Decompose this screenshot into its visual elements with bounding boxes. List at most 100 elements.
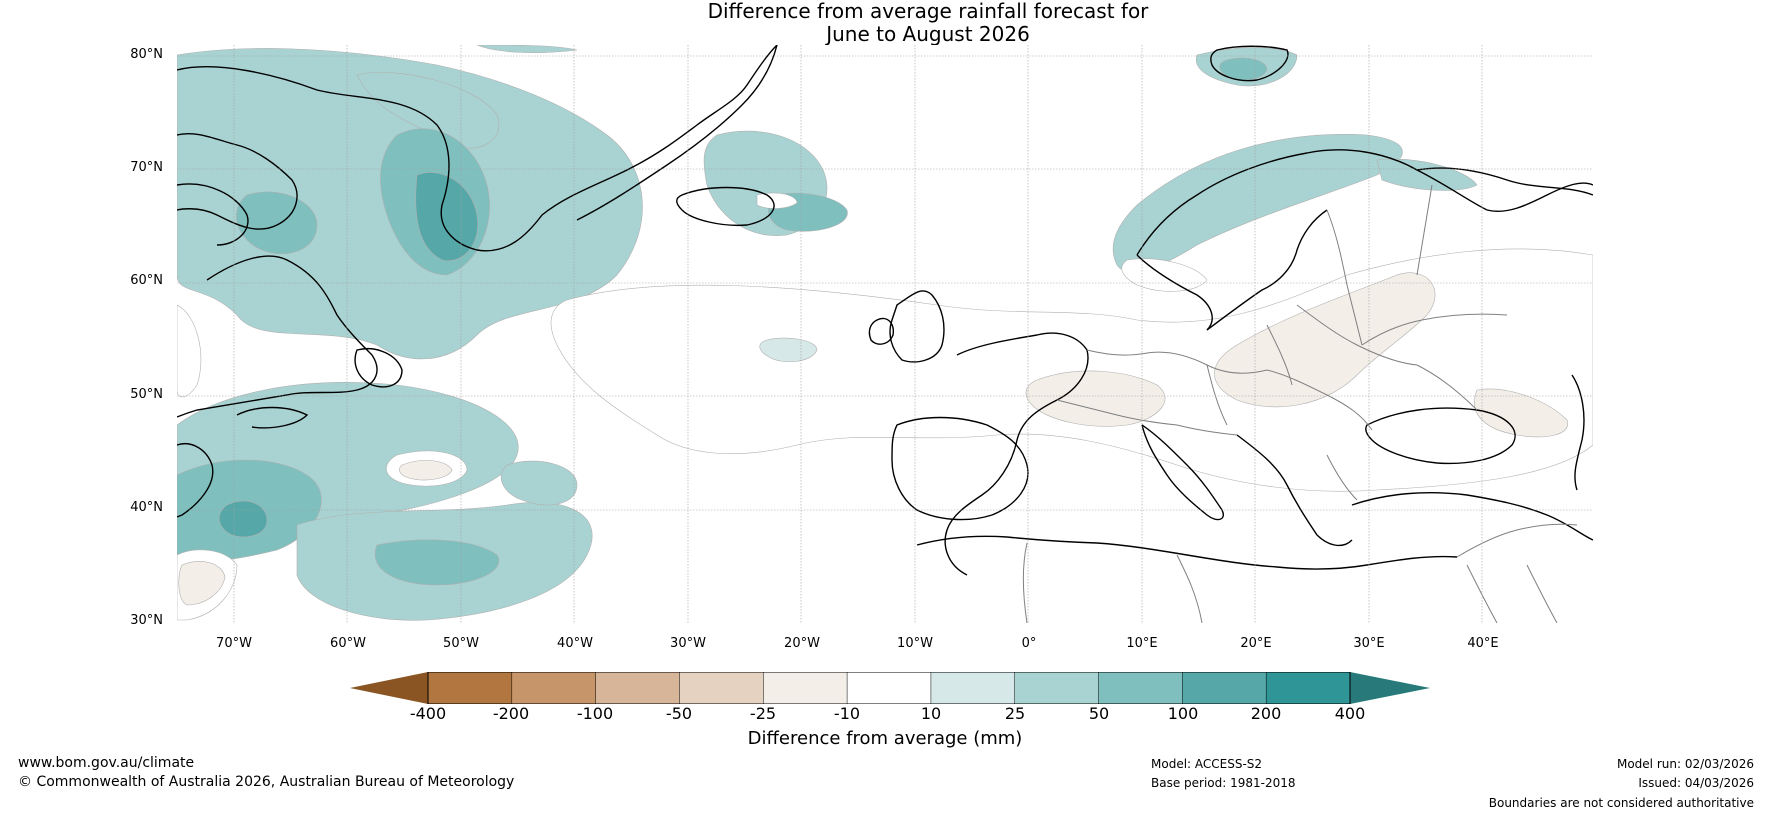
dry-anomaly-regions	[177, 192, 1593, 621]
lon-label-10e: 10°E	[1126, 636, 1158, 651]
colorbar-bin	[846, 672, 932, 704]
colorbar-label: 200	[1250, 704, 1282, 723]
coastline	[354, 348, 403, 388]
colorbar-label: 50	[1088, 704, 1110, 723]
graticule	[177, 45, 1593, 623]
coastline	[177, 255, 378, 418]
country-border	[1326, 454, 1358, 501]
lat-label-30n: 30°N	[130, 613, 163, 628]
colorbar-bin	[511, 672, 597, 704]
footer-model: Model: ACCESS-S2	[1151, 757, 1263, 771]
country-border	[1416, 364, 1478, 411]
lon-label-40e: 40°E	[1467, 636, 1499, 651]
footer-issued: Issued: 04/03/2026	[1638, 776, 1754, 790]
coastline	[676, 186, 775, 227]
colorbar-label: 400	[1334, 704, 1366, 723]
lon-label-70w: 70°W	[216, 636, 252, 651]
wet-anomaly-regions	[177, 45, 1478, 621]
coastline	[944, 332, 1089, 576]
coastline	[1141, 424, 1224, 521]
country-border	[1056, 399, 1178, 426]
coastline	[1416, 167, 1593, 196]
anomaly-contour	[356, 72, 500, 149]
anomaly-contour	[1025, 370, 1166, 427]
country-border	[1361, 313, 1508, 346]
forecast-map	[177, 45, 1593, 623]
lon-label-20w: 20°W	[784, 636, 820, 651]
lat-label-70n: 70°N	[130, 160, 163, 175]
coastline	[868, 317, 894, 345]
lat-label-50n: 50°N	[130, 387, 163, 402]
lon-label-40w: 40°W	[557, 636, 593, 651]
anomaly-contour	[177, 304, 202, 398]
map-title: Difference from average rainfall forecas…	[0, 0, 1770, 46]
colorbar-label: -200	[492, 704, 530, 723]
country-border	[1416, 184, 1433, 276]
country-border	[1456, 523, 1578, 558]
anomaly-contour	[500, 460, 578, 506]
anomaly-contour	[759, 337, 818, 363]
colorbar-extend-low	[350, 672, 428, 704]
colorbar-bin	[763, 672, 848, 704]
lon-label-0: 0°	[1021, 636, 1037, 651]
coastline	[236, 406, 309, 429]
title-line-2: June to August 2026	[826, 22, 1030, 46]
anomaly-contour	[178, 561, 226, 606]
lon-label-20e: 20°E	[1240, 636, 1272, 651]
coastline	[1136, 149, 1488, 256]
coastline	[916, 535, 1458, 570]
anomaly-contour	[756, 192, 798, 209]
country-border	[1526, 564, 1558, 623]
footer-url: www.bom.gov.au/climate	[18, 755, 195, 771]
colorbar-extend-high	[1350, 672, 1430, 704]
coastline	[891, 416, 1029, 521]
coastline	[1571, 374, 1585, 491]
colorbar-bin	[679, 672, 765, 704]
colorbar-label: 25	[1004, 704, 1026, 723]
lat-label-40n: 40°N	[130, 500, 163, 515]
colorbar-bins	[427, 672, 1351, 704]
lon-label-30e: 30°E	[1353, 636, 1385, 651]
coastline	[1236, 434, 1353, 547]
country-border	[1176, 424, 1238, 436]
coastline	[889, 290, 945, 363]
colorbar-label: -25	[749, 704, 777, 723]
country-border	[1266, 324, 1293, 386]
lon-label-10w: 10°W	[897, 636, 933, 651]
country-border	[1326, 209, 1363, 346]
anomaly-contour	[415, 172, 479, 262]
anomaly-contour	[1214, 272, 1436, 408]
colorbar-title: Difference from average (mm)	[747, 728, 1023, 749]
colorbar-label: -10	[833, 704, 861, 723]
coastline	[576, 45, 778, 221]
country-border	[1266, 369, 1373, 431]
lon-label-50w: 50°W	[443, 636, 479, 651]
colorbar-label: -100	[576, 704, 614, 723]
coastline	[1136, 254, 1213, 331]
country-borders	[1022, 184, 1578, 623]
colorbar-label: 10	[920, 704, 942, 723]
colorbar-bin	[595, 672, 681, 704]
colorbar-label: -400	[409, 704, 447, 723]
country-border	[1206, 364, 1228, 426]
anomaly-contour	[374, 539, 500, 586]
coastline	[1486, 182, 1593, 212]
country-border	[1022, 542, 1028, 623]
lat-label-80n: 80°N	[130, 47, 163, 62]
coastline	[1351, 492, 1593, 541]
colorbar-bin	[1265, 672, 1351, 704]
footer-base-period: Base period: 1981-2018	[1151, 776, 1296, 790]
colorbar-bin	[1098, 672, 1184, 704]
colorbar-bin	[1182, 672, 1267, 704]
colorbar-label: -50	[665, 704, 693, 723]
lon-label-30w: 30°W	[670, 636, 706, 651]
colorbar-bin	[930, 672, 1016, 704]
coastline	[1365, 407, 1516, 465]
footer-copyright: © Commonwealth of Australia 2026, Austra…	[18, 774, 515, 790]
anomaly-contour	[399, 460, 453, 481]
lon-label-60w: 60°W	[330, 636, 366, 651]
country-border	[1086, 349, 1268, 374]
anomaly-contour	[476, 45, 578, 54]
title-line-1: Difference from average rainfall forecas…	[707, 0, 1149, 23]
country-border	[1176, 554, 1203, 623]
